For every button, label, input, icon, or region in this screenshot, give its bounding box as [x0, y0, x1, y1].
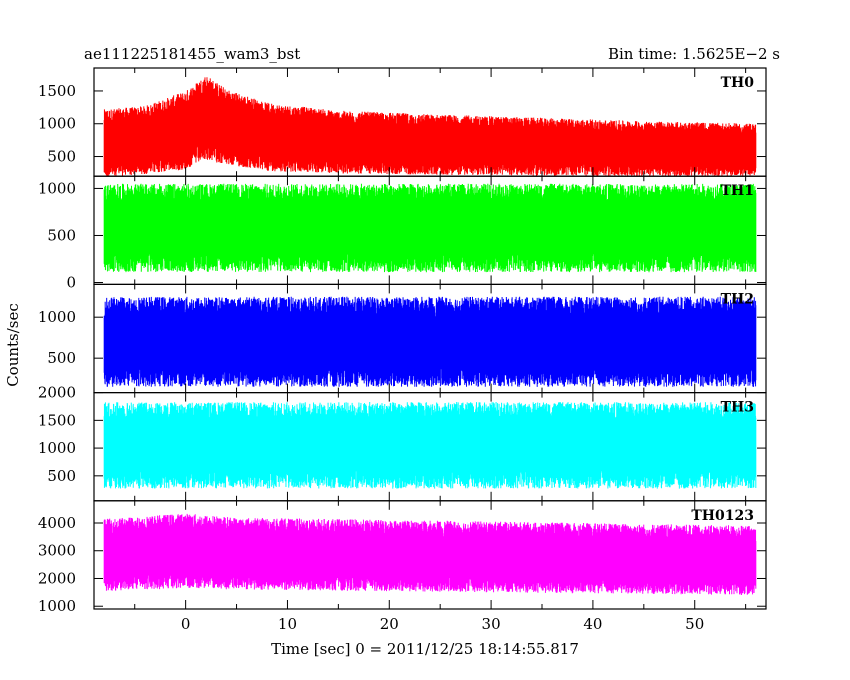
- y-tick-label: 500: [47, 226, 76, 244]
- panel-name-label: TH0: [721, 75, 755, 91]
- y-tick-label: 1000: [38, 439, 76, 457]
- panel-th1: 0 500 1000 TH1: [38, 175, 767, 292]
- panel-name-label: TH1: [721, 183, 754, 199]
- panel-name-label: TH2: [721, 291, 754, 307]
- y-tick-label: 0: [66, 274, 76, 292]
- series-th2: [103, 296, 757, 387]
- y-tick-label: 500: [47, 467, 76, 485]
- y-tick-label: 500: [47, 148, 76, 166]
- y-tick-label: 1000: [38, 115, 76, 133]
- x-tick-label: 30: [482, 615, 501, 633]
- series-th0123: [103, 513, 757, 595]
- y-axis-title: Counts/sec: [4, 303, 22, 387]
- panel-th3: 500 1000 1500 2000 TH3: [38, 384, 767, 502]
- y-tick-label: 3000: [38, 542, 76, 560]
- x-tick-label: 50: [685, 615, 704, 633]
- series-th1: [103, 183, 757, 273]
- panel-frame: [93, 500, 767, 610]
- panel-name-label: TH3: [721, 400, 754, 416]
- y-tick-label: 1000: [38, 308, 76, 326]
- x-tick-label: 10: [278, 615, 297, 633]
- y-tick-label: 1000: [38, 597, 76, 615]
- y-tick-label: 2000: [38, 384, 76, 402]
- y-tick-label: 1500: [38, 411, 76, 429]
- x-tick-label: 40: [583, 615, 602, 633]
- panel-name-label: TH0123: [691, 508, 754, 524]
- y-tick-label: 1500: [38, 82, 76, 100]
- y-tick-label: 2000: [38, 569, 76, 587]
- x-axis-title: Time [sec] 0 = 2011/12/25 18:14:55.817: [271, 640, 579, 658]
- chart-title: ae111225181455_wam3_bst: [84, 45, 300, 63]
- panel-th2: 500 1000 TH2: [38, 283, 767, 394]
- bin-time-label: Bin time: 1.5625E−2 s: [608, 45, 780, 63]
- series-th3: [103, 402, 757, 489]
- panel-th0123: 1000 2000 3000 4000 0 10 20 30 40 50 TH0123: [38, 500, 767, 633]
- y-tick-label: 4000: [38, 514, 76, 532]
- series-th0: [103, 77, 757, 177]
- panel-th0: 500 1000 1500 TH0: [38, 67, 767, 177]
- x-tick-label: 20: [380, 615, 399, 633]
- y-tick-label: 500: [47, 349, 76, 367]
- x-tick-label: 0: [181, 615, 191, 633]
- y-tick-label: 1000: [38, 179, 76, 197]
